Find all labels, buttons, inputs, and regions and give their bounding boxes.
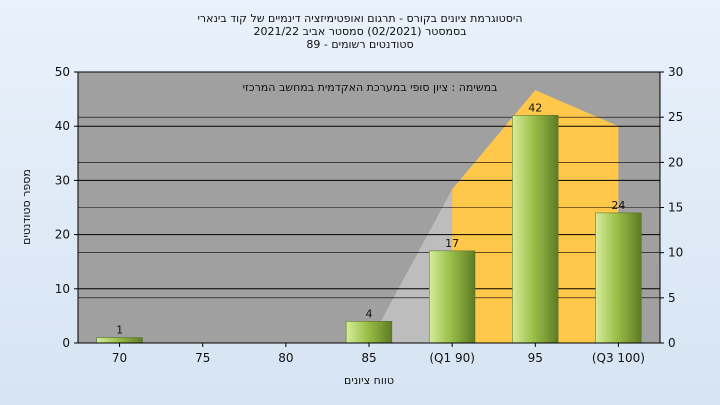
right-axis-ticks: 0 5 10 15 20 25 30 xyxy=(660,65,683,350)
bar-(Q1 90) xyxy=(429,250,476,344)
x-tick-label-6: (Q3 100) xyxy=(592,351,645,365)
data-labels: 1 4 17 42 24 xyxy=(116,101,625,336)
bar-70 xyxy=(96,337,143,344)
y-tick-label-20: 20 xyxy=(55,228,70,242)
x-axis-ticks: 70 75 80 85 (Q1 90) 95 (Q3 100) xyxy=(112,343,645,365)
y-tick-label-0: 0 xyxy=(62,336,70,350)
bar-95 xyxy=(512,115,559,344)
y2-tick-label-15: 15 xyxy=(668,201,683,215)
bar-85 xyxy=(345,321,393,344)
data-label-70: 1 xyxy=(116,324,123,337)
x-tick-label-4: (Q1 90) xyxy=(429,351,475,365)
x-tick-label-2: 80 xyxy=(278,351,293,365)
y2-tick-label-30: 30 xyxy=(668,65,683,79)
y2-tick-label-10: 10 xyxy=(668,246,683,260)
gridlines xyxy=(78,116,660,299)
bar-series xyxy=(96,115,642,344)
y2-tick-label-25: 25 xyxy=(668,110,683,124)
data-label-(Q1 90): 17 xyxy=(445,237,459,250)
chart-title-line-3: סטודנטים רשומים - 89 xyxy=(306,38,413,51)
y2-tick-label-5: 5 xyxy=(668,291,676,305)
y-tick-label-50: 50 xyxy=(55,65,70,79)
data-label-85: 4 xyxy=(366,307,373,320)
y2-tick-label-0: 0 xyxy=(668,336,676,350)
chart-title: היסטוגרמת ציונים בקורס - תרגום ואופטימיז… xyxy=(197,12,522,51)
y2-tick-label-20: 20 xyxy=(668,155,683,169)
y-tick-label-40: 40 xyxy=(55,119,70,133)
y-axis-label: מספר סטודנטים xyxy=(20,169,33,245)
chart-annotation: במשימה : ציון סופי במערכת האקדמית במחשב … xyxy=(243,81,498,94)
chart-title-line-1: היסטוגרמת ציונים בקורס - תרגום ואופטימיז… xyxy=(197,12,522,25)
x-tick-label-1: 75 xyxy=(195,351,210,365)
data-label-95: 42 xyxy=(528,101,542,114)
x-axis-label: טווח ציונים xyxy=(344,374,394,387)
left-axis-ticks: 0 10 20 30 40 50 xyxy=(55,65,78,350)
y-tick-label-30: 30 xyxy=(55,173,70,187)
bar-(Q3 100) xyxy=(595,212,642,344)
x-tick-label-0: 70 xyxy=(112,351,127,365)
data-label-(Q3 100): 24 xyxy=(611,199,625,212)
x-tick-label-3: 85 xyxy=(361,351,376,365)
chart-title-line-2: בסמסטר (02/2021) סמסטר אביב 2021/22 xyxy=(253,25,466,38)
x-tick-label-5: 95 xyxy=(528,351,543,365)
y-tick-label-10: 10 xyxy=(55,282,70,296)
